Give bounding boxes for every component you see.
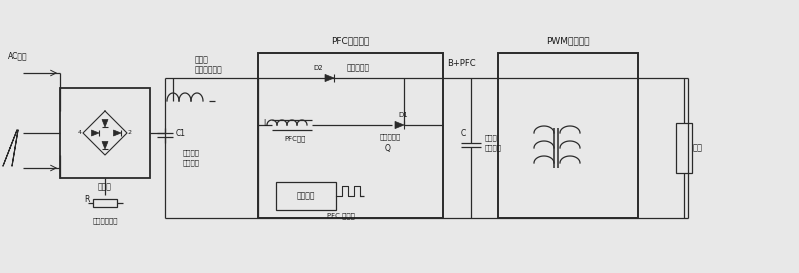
Polygon shape <box>113 130 121 136</box>
Text: R: R <box>85 195 89 204</box>
Bar <box>676 123 692 173</box>
Text: C1: C1 <box>176 129 186 138</box>
Text: 驱动芯片: 驱动芯片 <box>296 191 316 200</box>
Bar <box>258 53 443 218</box>
Text: 高频旁路: 高频旁路 <box>183 150 200 156</box>
Text: 4: 4 <box>78 130 82 135</box>
Text: PFC 开关管: PFC 开关管 <box>327 213 355 219</box>
Text: 滤波电容: 滤波电容 <box>183 160 200 166</box>
Text: D2: D2 <box>313 65 323 71</box>
Bar <box>60 88 150 178</box>
Text: 整流后: 整流后 <box>195 55 209 64</box>
Text: 电流检测电队: 电流检测电队 <box>92 218 117 224</box>
Text: 滤波电容: 滤波电容 <box>485 145 502 151</box>
Text: PFC电感: PFC电感 <box>284 136 306 142</box>
Text: 负载: 负载 <box>693 144 703 153</box>
Polygon shape <box>102 120 108 127</box>
Bar <box>93 199 117 207</box>
Text: B+PFC: B+PFC <box>447 60 475 69</box>
Text: D1: D1 <box>398 112 407 118</box>
Text: Q: Q <box>385 144 391 153</box>
Text: PWM开关电源: PWM开关电源 <box>547 37 590 46</box>
Text: PFC开关电源: PFC开关电源 <box>332 37 370 46</box>
Text: L: L <box>263 118 267 127</box>
Text: 整流器: 整流器 <box>98 182 112 191</box>
Text: C: C <box>461 129 466 138</box>
Polygon shape <box>92 130 99 136</box>
Text: 2: 2 <box>128 130 132 135</box>
Text: 升压二极管: 升压二极管 <box>380 134 400 140</box>
Text: 大容量: 大容量 <box>485 135 498 141</box>
Bar <box>498 53 638 218</box>
Text: AC输入: AC输入 <box>8 52 28 61</box>
Text: 脉动馔头波形: 脉动馔头波形 <box>195 66 223 75</box>
Polygon shape <box>395 121 404 129</box>
Polygon shape <box>325 75 334 82</box>
Bar <box>276 182 336 210</box>
Text: 保护二极管: 保护二极管 <box>347 64 370 73</box>
Polygon shape <box>102 141 108 149</box>
